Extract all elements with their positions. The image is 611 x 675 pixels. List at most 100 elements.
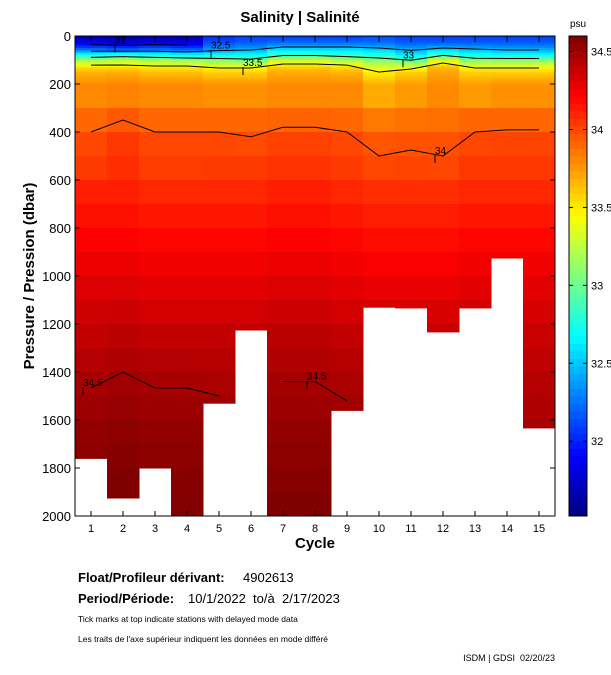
heatmap-cell [267,460,300,464]
heatmap-cell [203,60,236,63]
heatmap-cell [427,96,460,99]
heatmap-cell [427,108,460,111]
heatmap-cell [235,220,268,224]
heatmap-cell [267,86,300,90]
colorbar-swatch [569,253,587,262]
heatmap-cell [235,252,268,255]
heatmap-cell [299,448,332,452]
heatmap-cell [139,48,172,51]
heatmap-cell [491,57,524,61]
heatmap-cell [267,208,300,212]
heatmap-cell [203,232,236,236]
heatmap-cell [139,324,172,327]
heatmap-cell [427,62,460,66]
heatmap-cell [395,232,428,236]
heatmap-cell [107,242,140,246]
heatmap-cell [203,201,236,205]
heatmap-cell [171,429,204,433]
heatmap-cell [395,146,428,150]
heatmap-cell [267,470,300,474]
heatmap-cell [299,120,332,123]
heatmap-cell [299,302,332,306]
heatmap-cell [171,319,204,323]
heatmap-cell [171,448,204,452]
heatmap-cell [75,201,108,205]
heatmap-cell [491,204,524,207]
heatmap-cell [459,247,492,251]
heatmap-cell [299,204,332,207]
heatmap-cell [299,480,332,483]
heatmap-cell [331,74,364,78]
heatmap-cell [75,220,108,224]
heatmap-cell [107,360,140,363]
heatmap-cell [75,374,108,378]
note-french: Les traits de l'axe supérieur indiquent … [78,634,328,644]
heatmap-cell [267,336,300,339]
heatmap-cell [267,508,300,512]
heatmap-cell [267,194,300,198]
heatmap-cell [203,48,236,51]
heatmap-cell [75,422,108,426]
heatmap-cell [331,364,364,368]
colorbar-swatch [569,358,587,367]
contour-label: 32.5 [211,41,231,52]
heatmap-cell [459,196,492,200]
heatmap-cell [427,256,460,260]
heatmap-cell [299,261,332,265]
heatmap-cell [523,110,556,114]
heatmap-cell [139,436,172,440]
heatmap-cell [491,180,524,183]
heatmap [75,36,556,517]
colorbar-swatch [569,351,587,359]
heatmap-cell [363,84,396,87]
heatmap-cell [299,148,332,152]
heatmap-cell [395,177,428,181]
heatmap-cell [171,52,204,56]
heatmap-cell [299,76,332,80]
heatmap-cell [363,76,396,80]
heatmap-cell [491,88,524,92]
heatmap-cell [171,369,204,373]
heatmap-cell [235,79,268,83]
heatmap-cell [107,139,140,143]
heatmap-cell [395,213,428,217]
heatmap-cell [523,292,556,296]
heatmap-cell [267,79,300,83]
heatmap-cell [267,132,300,135]
heatmap-cell [171,345,204,349]
x-tick-label: 5 [216,523,222,535]
heatmap-cell [139,391,172,395]
heatmap-cell [203,285,236,289]
heatmap-cell [139,40,172,44]
heatmap-cell [363,244,396,248]
heatmap-cell [395,127,428,131]
heatmap-cell [267,60,300,63]
heatmap-cell [267,465,300,469]
heatmap-cell [235,100,268,104]
heatmap-cell [75,304,108,308]
colorbar-swatch [569,163,587,172]
heatmap-cell [523,280,556,284]
heatmap-cell [171,158,204,162]
colorbar-swatch [569,463,587,472]
float-label: Float/Profileur dérivant: [78,570,225,585]
heatmap-cell [107,276,140,279]
heatmap-cell [139,69,172,73]
heatmap-cell [203,396,236,399]
colorbar-swatch [569,298,587,307]
chart-title: Salinity | Salinité [240,9,359,26]
heatmap-cell [107,271,140,275]
heatmap-cell [299,170,332,174]
contour-label: 33.5 [243,58,263,69]
heatmap-cell [203,180,236,183]
heatmap-cell [267,357,300,361]
heatmap-cell [331,376,364,380]
heatmap-cell [203,242,236,246]
heatmap-cell [331,309,364,313]
heatmap-cell [107,345,140,349]
heatmap-cell [235,115,268,119]
heatmap-cell [107,266,140,270]
heatmap-cell [523,136,556,140]
heatmap-cell [107,458,140,462]
heatmap-cell [107,369,140,373]
